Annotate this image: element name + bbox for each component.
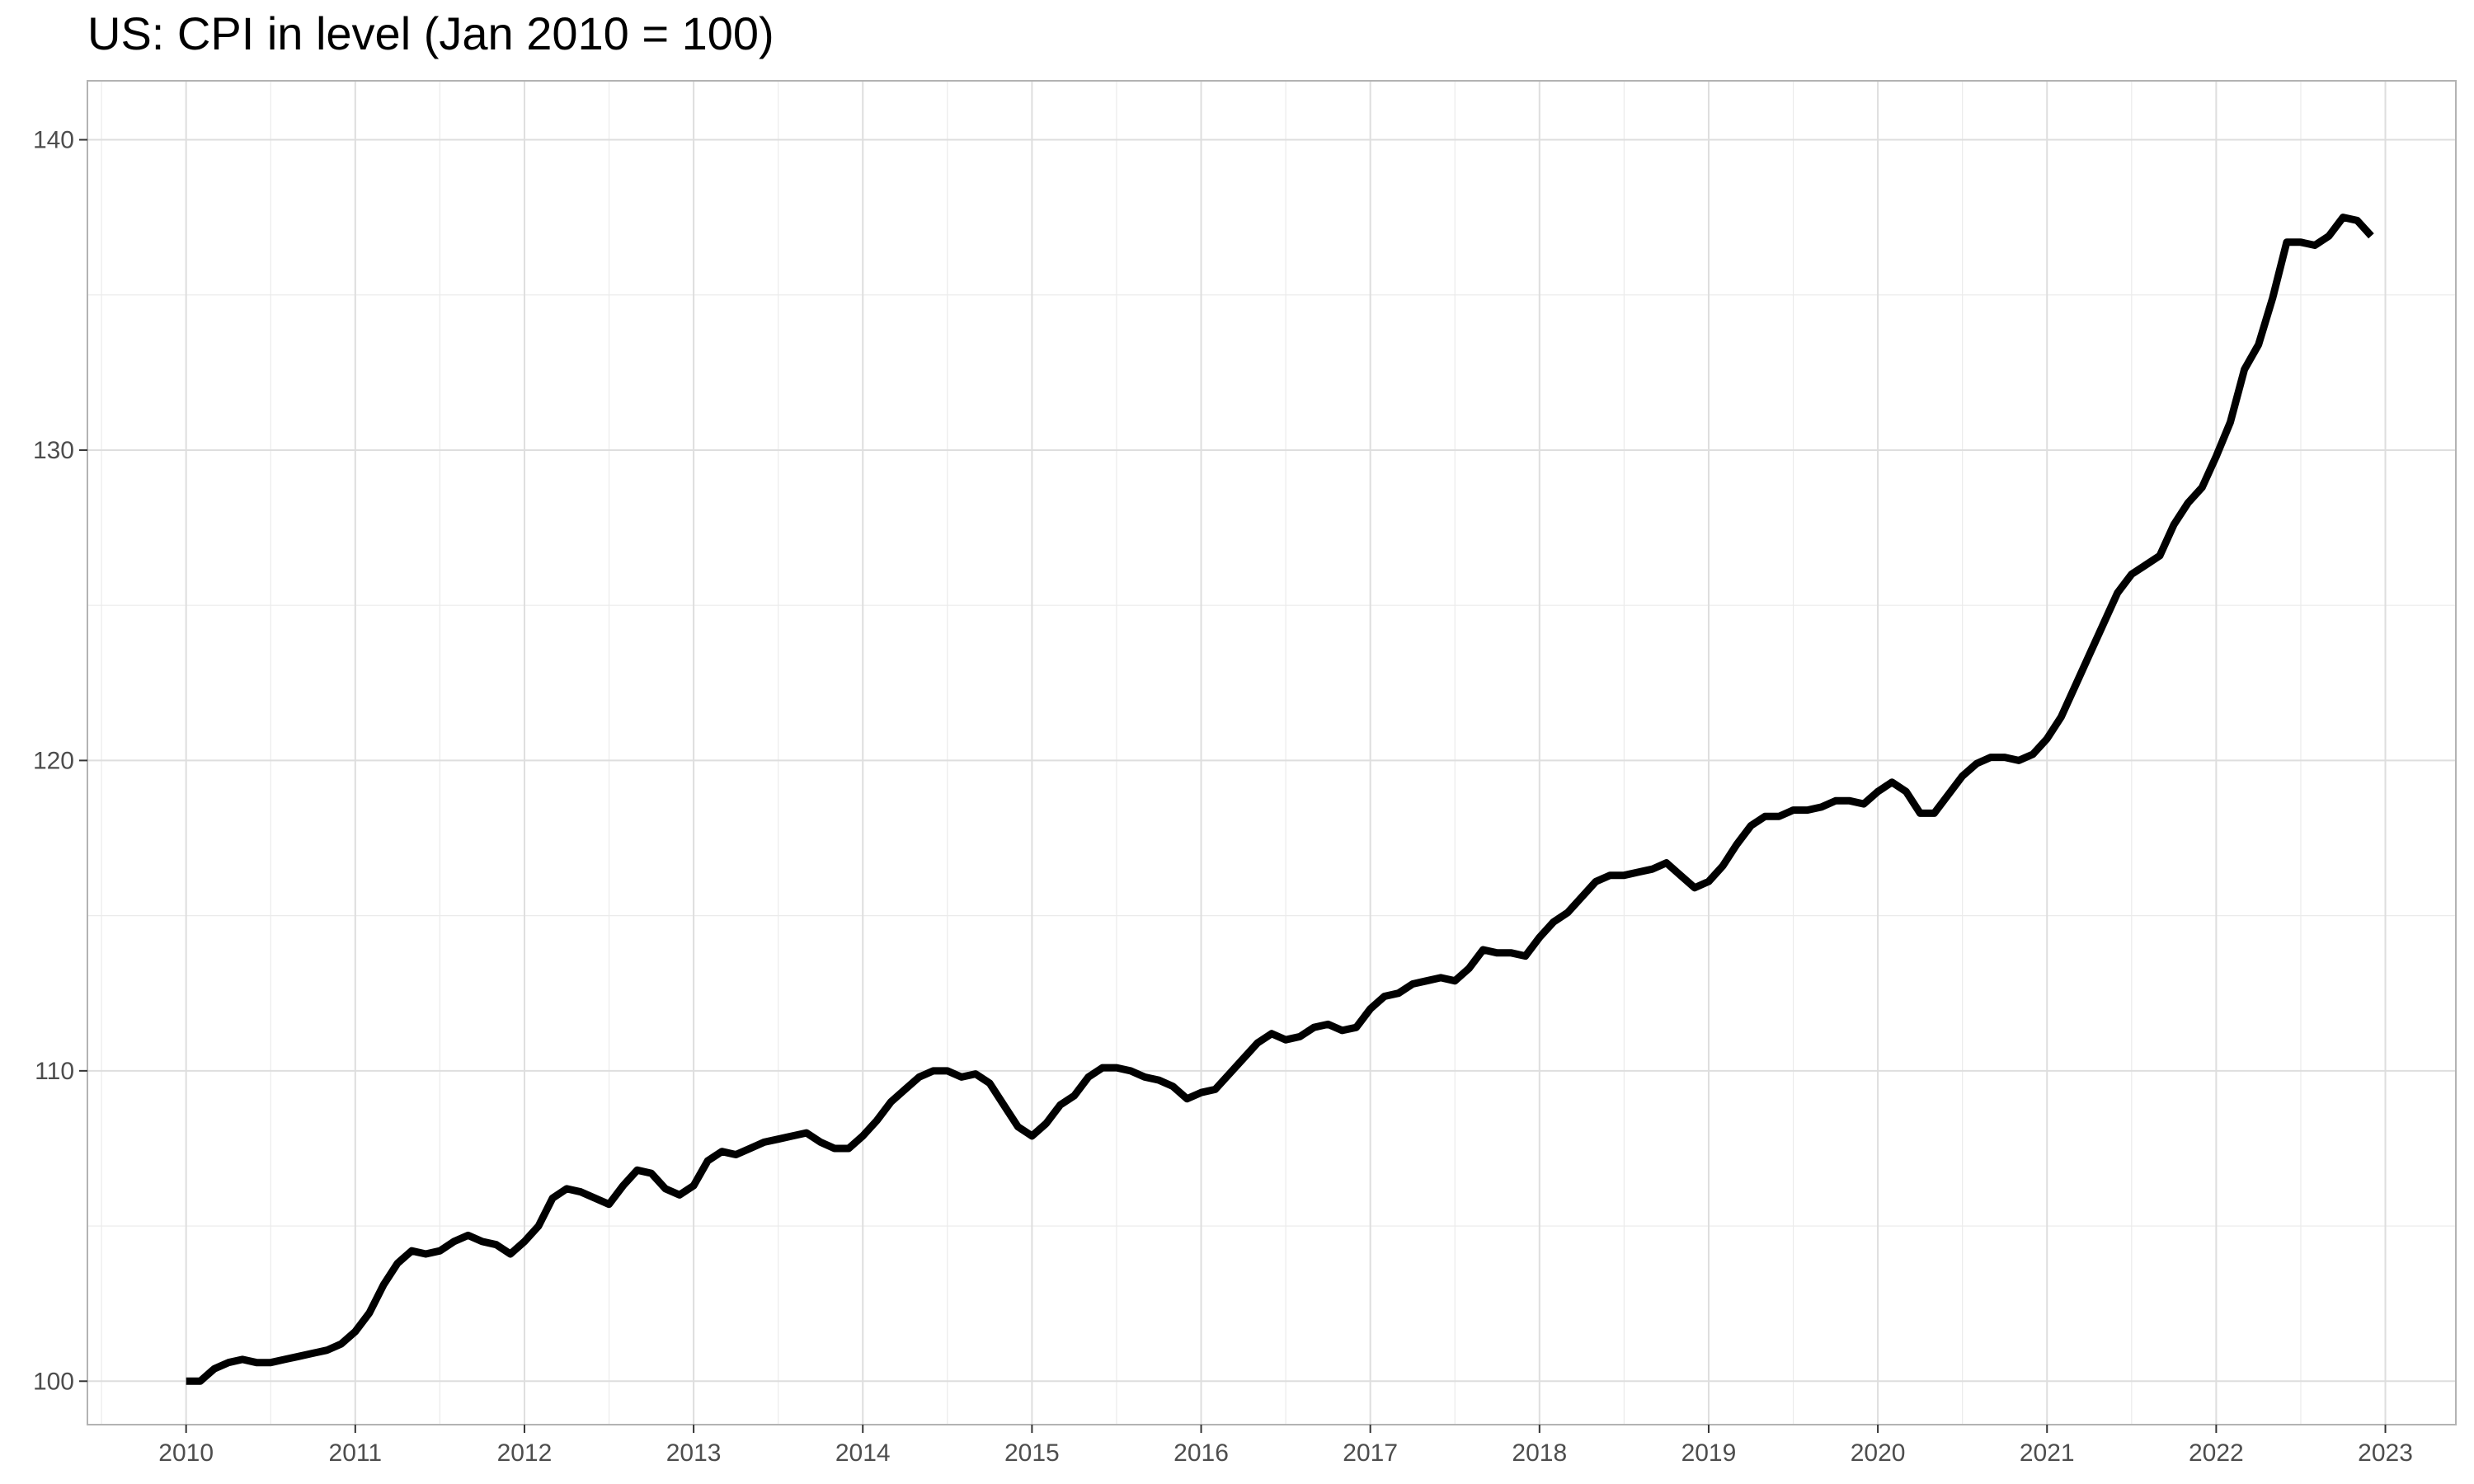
plot-panel-border [87, 80, 2457, 1425]
y-tick-label: 120 [33, 747, 74, 774]
grid-major [87, 81, 2456, 1425]
cpi-series-line [186, 214, 2374, 1385]
y-tick-label: 130 [33, 437, 74, 464]
x-tick-label: 2019 [1681, 1439, 1737, 1467]
x-tick-label: 2017 [1343, 1439, 1398, 1467]
grid-minor [87, 81, 2456, 1425]
x-tick-label: 2014 [835, 1439, 891, 1467]
x-tick-label: 2015 [1004, 1439, 1060, 1467]
x-tick-label: 2022 [2189, 1439, 2244, 1467]
y-axis: 100 110 120 130 140 [33, 127, 87, 1395]
x-tick-label: 2012 [497, 1439, 553, 1467]
y-tick-label: 140 [33, 127, 74, 154]
series-layer [186, 214, 2374, 1385]
chart-title: US: CPI in level (Jan 2010 = 100) [87, 7, 774, 59]
x-tick-label: 2011 [329, 1439, 383, 1467]
x-tick-label: 2018 [1512, 1439, 1567, 1467]
x-tick-label: 2020 [1851, 1439, 1906, 1467]
x-tick-label: 2016 [1174, 1439, 1229, 1467]
y-tick-label: 100 [33, 1368, 74, 1395]
x-axis: 2010 2011 2012 2013 2014 2015 2016 2017 2018 2019… [158, 1425, 2413, 1467]
x-tick-label: 2021 [2020, 1439, 2075, 1467]
x-tick-label: 2013 [666, 1439, 722, 1467]
x-tick-label: 2023 [2358, 1439, 2413, 1467]
y-tick-label: 110 [35, 1058, 74, 1085]
x-tick-label: 2010 [158, 1439, 214, 1467]
